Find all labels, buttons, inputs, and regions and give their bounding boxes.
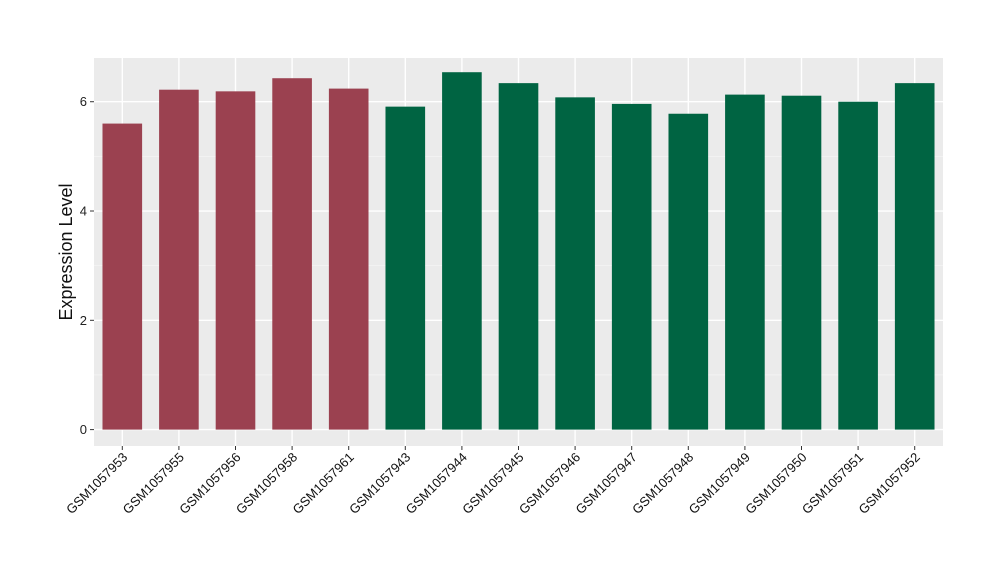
bar-GSM1057948 bbox=[668, 113, 709, 430]
bar-GSM1057947 bbox=[611, 103, 652, 430]
bar-GSM1057943 bbox=[385, 106, 426, 430]
bars bbox=[102, 72, 935, 430]
bar-GSM1057955 bbox=[159, 89, 199, 430]
y-tick-label: 4 bbox=[80, 204, 87, 219]
y-tick-label: 6 bbox=[80, 94, 87, 109]
y-tick-label: 2 bbox=[80, 313, 87, 328]
bar-GSM1057951 bbox=[838, 101, 878, 430]
y-tick-label: 0 bbox=[80, 422, 87, 437]
bar-GSM1057956 bbox=[215, 91, 256, 430]
y-axis-title: Expression Level bbox=[56, 183, 76, 320]
y-axis: 0 2 4 6 bbox=[80, 94, 94, 437]
bar-GSM1057953 bbox=[102, 123, 143, 430]
bar-GSM1057944 bbox=[442, 72, 482, 430]
bar-GSM1057950 bbox=[781, 95, 822, 430]
x-axis: GSM1057953GSM1057955GSM1057956GSM1057958… bbox=[63, 446, 923, 517]
bar-GSM1057961 bbox=[328, 88, 369, 430]
bar-GSM1057958 bbox=[272, 78, 312, 430]
bar-GSM1057945 bbox=[498, 83, 539, 430]
bar-GSM1057952 bbox=[894, 83, 935, 430]
bar-GSM1057946 bbox=[555, 97, 595, 430]
bar-GSM1057949 bbox=[725, 94, 765, 430]
